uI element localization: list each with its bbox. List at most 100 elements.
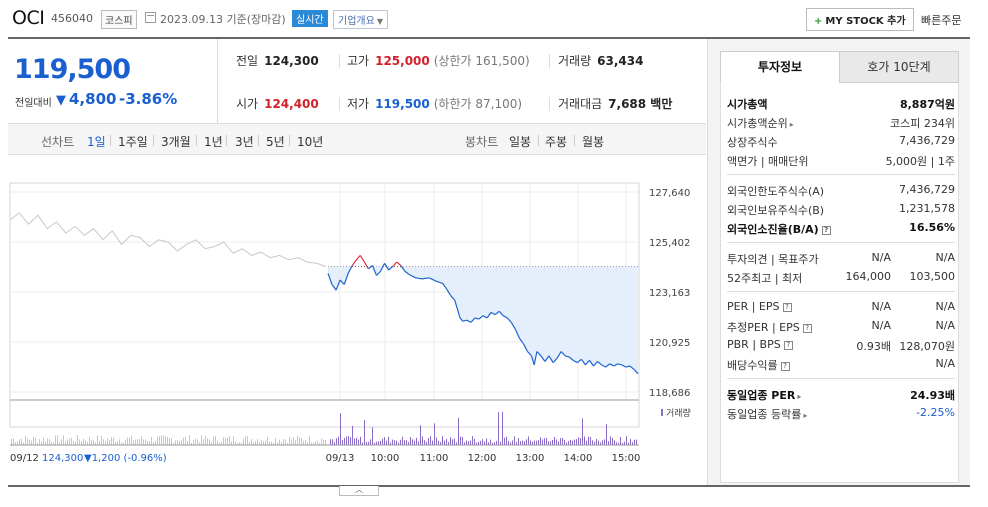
volume-bar xyxy=(602,440,603,445)
prev-volume-bar xyxy=(51,441,52,445)
chevron-right-icon[interactable]: ▸ xyxy=(789,120,794,129)
add-mystock-button[interactable]: + MY STOCK 추가 xyxy=(806,8,914,31)
prev-volume-bar xyxy=(231,441,232,445)
info-value: 1,231,578 xyxy=(899,202,955,215)
prev-volume-bar xyxy=(69,438,70,445)
volume-bar xyxy=(460,436,461,445)
prev-volume-bar xyxy=(49,439,50,445)
prev-volume-bar xyxy=(185,437,186,445)
volume-bar xyxy=(388,436,389,445)
volume-bar xyxy=(454,438,455,445)
prev-volume-bar xyxy=(285,439,286,445)
price-line-segment xyxy=(376,270,382,276)
price-line-segment xyxy=(573,359,578,364)
prev-volume-bar xyxy=(125,439,126,445)
chevron-right-icon[interactable]: ▸ xyxy=(797,392,802,401)
line-chart-label: 선차트 xyxy=(41,135,75,149)
volume-bar xyxy=(440,442,441,445)
prev-volume-bar xyxy=(73,440,74,445)
prev-volume-bar xyxy=(211,441,212,445)
help-icon[interactable]: ? xyxy=(802,323,812,333)
upper-limit: (상한가 161,500) xyxy=(433,54,530,68)
info-label: 동일업종 등락률 ▸ xyxy=(727,408,808,421)
info-label: 외국인한도주식수(A) xyxy=(727,185,825,198)
prev-volume-bar xyxy=(47,438,48,445)
price-line-segment xyxy=(408,273,416,279)
volume-bar xyxy=(508,440,509,445)
price-line-segment xyxy=(494,310,500,316)
prev-volume-bar xyxy=(305,440,306,445)
volume-bar xyxy=(588,436,589,445)
volume-bar xyxy=(580,438,581,445)
stat-label: 고가 xyxy=(347,54,370,68)
candle-daily[interactable]: 일봉 xyxy=(509,135,532,149)
volume-bar xyxy=(620,436,621,445)
help-icon[interactable]: ? xyxy=(821,225,831,235)
period-1d[interactable]: 1일 xyxy=(87,135,106,149)
quick-order-button[interactable]: 빠른주문 xyxy=(921,14,962,27)
price-line-segment xyxy=(388,266,394,271)
help-icon[interactable]: ? xyxy=(783,340,793,350)
info-row: 배당수익률? N/A xyxy=(727,356,955,374)
price-line-segment xyxy=(459,317,464,322)
prev-volume-bar xyxy=(199,442,200,445)
volume-bar xyxy=(566,442,567,445)
tab-investment-info[interactable]: 투자정보 xyxy=(720,51,840,83)
divider xyxy=(110,135,111,146)
volume-bar xyxy=(586,440,587,445)
divider xyxy=(258,135,259,146)
realtime-button[interactable]: 실시간 xyxy=(292,10,328,27)
change-label: 전일대비 xyxy=(15,98,52,109)
period-1w[interactable]: 1주일 xyxy=(118,135,148,149)
volume-bar xyxy=(524,441,525,445)
prev-volume-bar xyxy=(173,442,174,445)
candle-monthly[interactable]: 월봉 xyxy=(582,135,605,149)
prev-volume-bar xyxy=(225,437,226,445)
prev-volume-bar xyxy=(189,435,190,445)
reference-date: 2023.09.13 기준(장마감) xyxy=(160,13,286,26)
price-line-segment xyxy=(351,259,357,266)
period-10y[interactable]: 10년 xyxy=(297,135,324,149)
stat-value: 124,300 xyxy=(264,54,319,68)
prev-volume-bar xyxy=(279,439,280,445)
info-label: 시가총액 xyxy=(727,98,768,111)
info-value: 24.93배 xyxy=(910,389,955,402)
volume-bar xyxy=(556,439,557,445)
volume-bar xyxy=(364,419,365,445)
info-value: 코스피 234위 xyxy=(890,117,955,130)
candle-weekly[interactable]: 주봉 xyxy=(545,135,568,149)
prev-day-close: 124,300 xyxy=(42,453,83,464)
stat-low: 저가 119,500 (하한가 87,100) xyxy=(347,95,522,112)
volume-bar xyxy=(418,441,419,445)
tab-orderbook[interactable]: 호가 10단계 xyxy=(839,51,959,83)
volume-bar xyxy=(584,436,585,445)
volume-bar xyxy=(408,442,409,445)
period-1y[interactable]: 1년 xyxy=(204,135,223,149)
period-5y[interactable]: 5년 xyxy=(266,135,285,149)
volume-bar xyxy=(422,436,423,445)
help-icon[interactable]: ? xyxy=(780,361,790,371)
collapse-chart-button[interactable]: ︿ xyxy=(339,486,379,496)
intraday-chart[interactable]: 127,640 125,402 123,163 120,925 118,686 09/13… xyxy=(8,155,706,485)
price-line-segment xyxy=(422,277,430,280)
volume-bar xyxy=(438,441,439,445)
info-label: 52주최고 | 최저 xyxy=(727,272,803,285)
price-line-segment xyxy=(371,265,378,276)
volume-bar xyxy=(628,442,629,445)
prev-volume-bar xyxy=(83,438,84,445)
prev-volume-bar xyxy=(77,435,78,445)
volume-legend-label: 거래량 xyxy=(666,407,691,419)
info-label: 시가총액순위 ▸ xyxy=(727,117,794,130)
stat-label: 저가 xyxy=(347,97,370,111)
period-3y[interactable]: 3년 xyxy=(235,135,254,149)
volume-bar xyxy=(582,418,583,445)
chevron-right-icon[interactable]: ▸ xyxy=(803,411,808,420)
period-3m[interactable]: 3개월 xyxy=(161,135,191,149)
info-row: PBR | BPS? 0.93배 128,070원 xyxy=(727,337,955,355)
company-overview-dropdown[interactable]: 기업개요 ▼ xyxy=(333,10,388,29)
prev-volume-bar xyxy=(43,437,44,445)
help-icon[interactable]: ? xyxy=(782,302,792,312)
price-line-segment xyxy=(498,310,504,317)
volume-bar xyxy=(394,440,395,445)
volume-bar xyxy=(432,440,433,445)
